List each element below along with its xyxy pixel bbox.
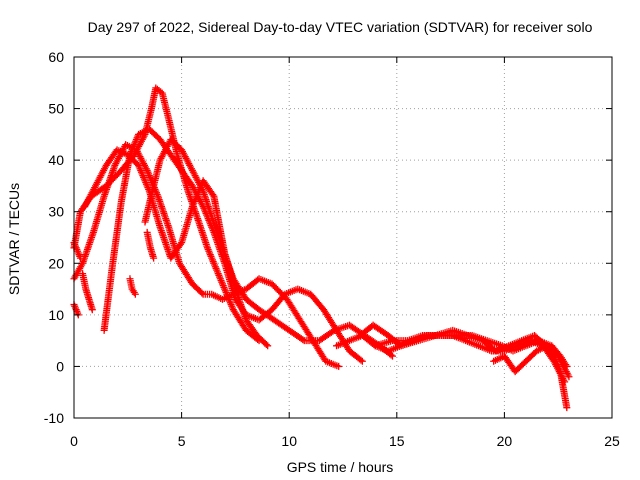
data-point <box>565 373 573 381</box>
data-point <box>262 341 270 349</box>
plot-frame <box>73 56 613 419</box>
data-point <box>329 327 337 335</box>
series-spur-c <box>70 301 82 319</box>
series-spur-b <box>79 270 96 314</box>
x-tick-label: 15 <box>389 433 405 449</box>
data-point <box>299 336 307 344</box>
series-spur-e <box>126 275 139 298</box>
y-tick-label: 10 <box>48 307 64 323</box>
y-tick-label: 40 <box>48 152 64 168</box>
data-point <box>563 404 571 412</box>
x-axis-label: GPS time / hours <box>287 459 394 475</box>
x-tick-label: 20 <box>497 433 513 449</box>
y-axis-label: SDTVAR / TECUs <box>6 183 22 295</box>
data-point <box>335 362 343 370</box>
series-track-5 <box>81 146 272 350</box>
data-point <box>198 289 206 297</box>
series-track-9 <box>490 342 573 381</box>
chart-title: Day 297 of 2022, Sidereal Day-to-day VTE… <box>88 19 593 35</box>
y-tick-label: 0 <box>56 358 64 374</box>
data-points <box>70 84 573 412</box>
grid-lines <box>74 57 612 418</box>
x-tick-label: 0 <box>70 433 78 449</box>
y-tick-label: -10 <box>44 410 64 426</box>
series-spur-a <box>70 239 84 262</box>
y-tick-label: 20 <box>48 255 64 271</box>
data-point <box>131 290 139 298</box>
data-point <box>357 356 365 364</box>
data-point <box>177 240 185 248</box>
y-tick-label: 30 <box>48 204 64 220</box>
series-spur-d <box>143 228 158 262</box>
data-point <box>264 342 272 350</box>
x-tick-label: 10 <box>281 433 297 449</box>
data-point <box>150 254 158 262</box>
y-tick-label: 60 <box>48 49 64 65</box>
y-tick-label: 50 <box>48 101 64 117</box>
data-point <box>76 254 84 262</box>
axis-ticks: 0 5 10 15 20 25 -10 0 10 20 30 40 50 60 <box>44 49 620 449</box>
data-point <box>88 306 96 314</box>
data-point <box>387 351 395 359</box>
x-tick-label: 5 <box>178 433 186 449</box>
x-tick-label: 25 <box>604 433 620 449</box>
data-point <box>561 378 569 386</box>
data-point <box>209 191 217 199</box>
series-track-8 <box>333 331 569 386</box>
data-point <box>388 352 396 360</box>
data-point <box>358 357 366 365</box>
